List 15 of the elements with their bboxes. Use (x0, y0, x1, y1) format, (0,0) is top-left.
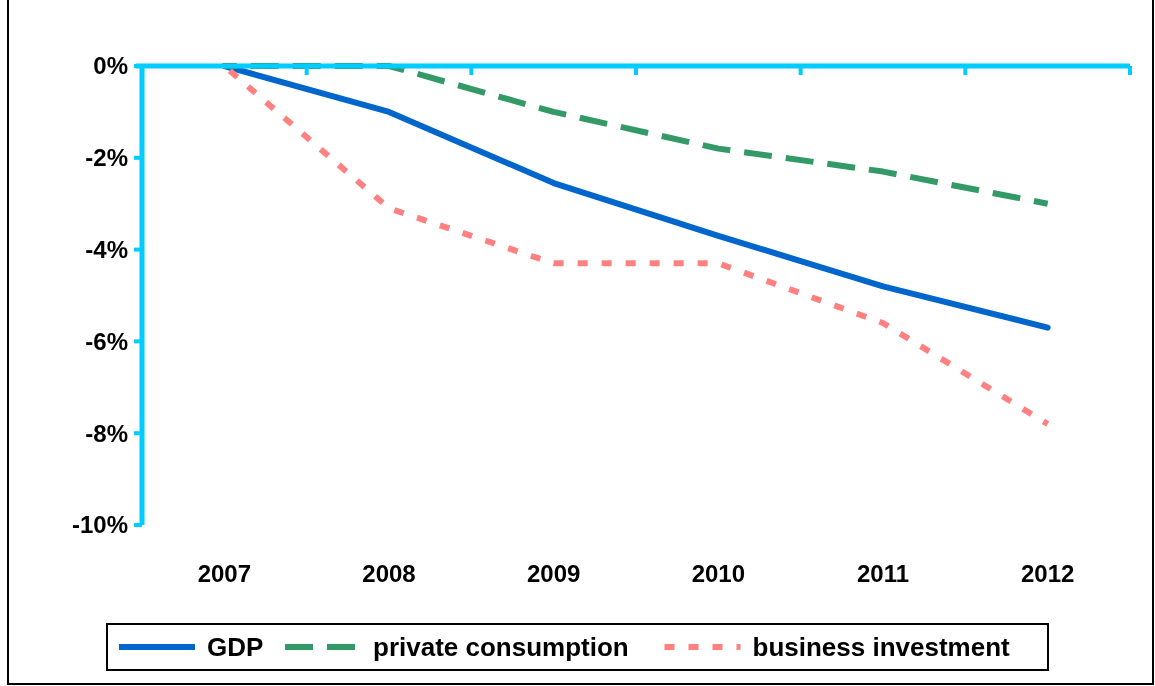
x-tick-label: 2012 (1020, 560, 1075, 587)
legend-label: GDP (207, 632, 264, 663)
x-tick-label: 2007 (197, 560, 252, 587)
x-tick-label: 2009 (526, 560, 581, 587)
x-tick-label: 2011 (856, 560, 910, 587)
legend-label: business investment (752, 632, 1011, 663)
x-tick-label: 2010 (691, 560, 746, 587)
x-tick-label: 2008 (362, 560, 416, 587)
y-tick-label: -4% (85, 236, 128, 263)
y-tick-label: -2% (85, 144, 128, 172)
y-tick-label: 0% (93, 52, 128, 80)
y-tick-label: -10% (71, 511, 128, 539)
y-tick-label: -8% (85, 419, 128, 447)
y-tick-label: -6% (85, 327, 128, 355)
legend-label: private consumption (373, 632, 629, 663)
